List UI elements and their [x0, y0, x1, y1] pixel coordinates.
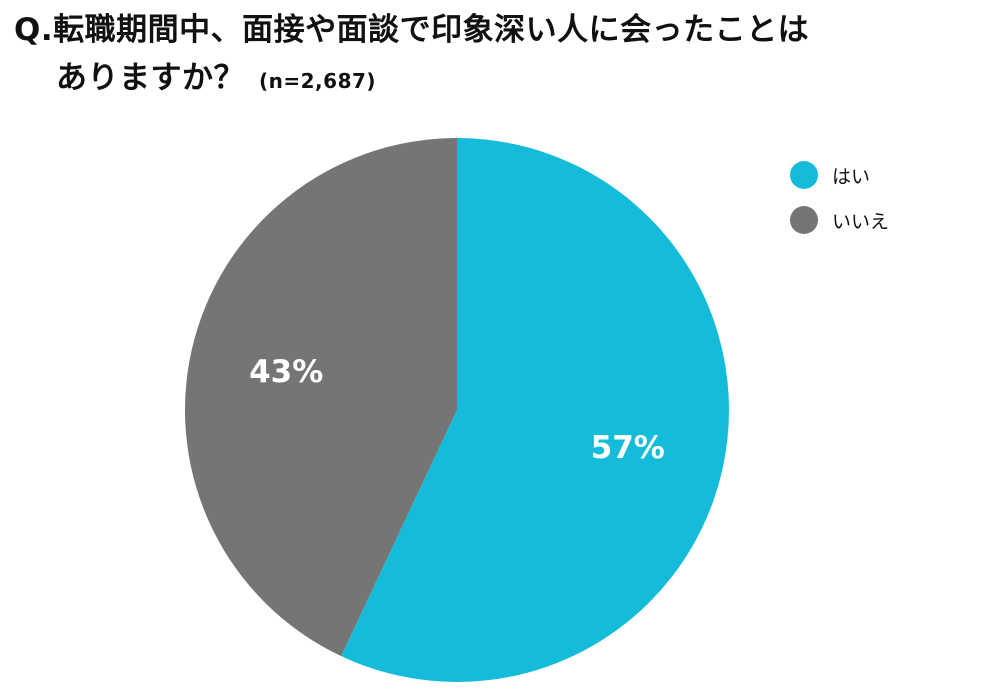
legend-label-no: いいえ [832, 210, 890, 233]
chart-title: Q.転職期間中、面接や面談で印象深い人に会ったことは ありますか？ (n=2,68… [14, 6, 989, 105]
pie-slice-no [184, 138, 457, 657]
pie-label-yes: 57% [591, 430, 665, 466]
legend-swatch-no [790, 206, 818, 234]
sample-size: (n=2,687) [259, 69, 377, 93]
pie-slice-yes [341, 138, 729, 682]
legend-item-no: いいえ [790, 205, 889, 235]
chart-title-line2-wrap: ありますか？ (n=2,687) [14, 54, 989, 105]
chart-title-line2: ありますか？ [56, 60, 245, 96]
legend-swatch-yes [790, 161, 818, 189]
pie-labels: 57% 43% [249, 354, 665, 466]
legend-item-yes: はい [790, 160, 889, 190]
legend-label-yes: はい [832, 165, 871, 188]
pie-slices [184, 138, 729, 682]
pie-label-no: 43% [249, 354, 323, 390]
legend: はい いいえ [790, 160, 889, 250]
chart-title-line1: Q.転職期間中、面接や面談で印象深い人に会ったことは [14, 12, 810, 48]
